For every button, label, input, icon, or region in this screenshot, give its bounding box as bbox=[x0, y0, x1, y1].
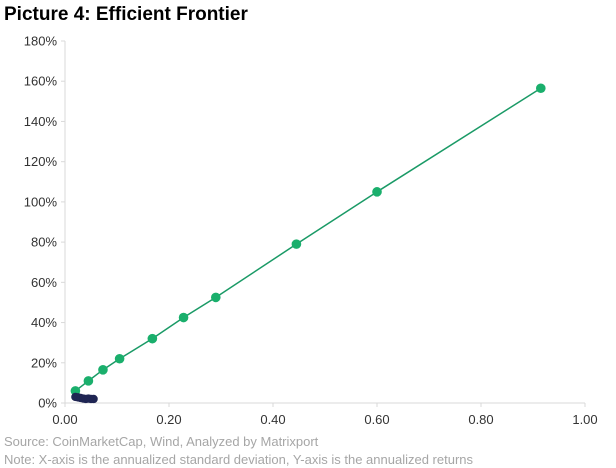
y-tick-label: 20% bbox=[31, 355, 57, 370]
y-tick-label: 80% bbox=[31, 235, 57, 250]
y-tick-label: 160% bbox=[24, 74, 58, 89]
frontier-point bbox=[83, 376, 94, 386]
frontier-series bbox=[70, 83, 546, 396]
frontier-point bbox=[211, 292, 221, 303]
y-tick-label: 100% bbox=[24, 194, 58, 209]
x-tick-label: 0.60 bbox=[364, 412, 389, 427]
y-tick-label: 180% bbox=[24, 34, 58, 49]
frontier-point bbox=[98, 365, 108, 375]
frontier-point bbox=[372, 187, 382, 197]
chart-title: Picture 4: Efficient Frontier bbox=[4, 4, 248, 25]
frontier-point bbox=[114, 353, 125, 364]
y-tick-label: 120% bbox=[24, 154, 58, 169]
chart-axes bbox=[64, 41, 585, 404]
y-tick-label: 140% bbox=[24, 114, 58, 129]
frontier-line bbox=[74, 87, 542, 392]
axis-note: Note: X-axis is the annualized standard … bbox=[4, 452, 474, 467]
y-tick-label: 60% bbox=[31, 275, 57, 290]
series-layer bbox=[70, 83, 546, 404]
y-tick-label: 0% bbox=[38, 396, 57, 411]
x-axis-ticks: 0.00 0.20 0.40 0.60 0.80 1.00 bbox=[52, 403, 598, 427]
x-tick-label: 0.00 bbox=[52, 412, 77, 427]
frontier-point bbox=[178, 312, 189, 323]
x-tick-label: 0.40 bbox=[260, 412, 285, 427]
frontier-point bbox=[147, 333, 158, 344]
y-axis-ticks: 0% 20% 40% 60% 80% 100% 120% 140% 160% 180% bbox=[24, 34, 65, 411]
x-tick-label: 0.20 bbox=[156, 412, 181, 427]
y-tick-label: 40% bbox=[31, 315, 57, 330]
frontier-point bbox=[291, 239, 302, 249]
frontier-point bbox=[536, 83, 546, 94]
cluster-series bbox=[71, 392, 98, 404]
cluster-point bbox=[89, 394, 98, 404]
x-tick-label: 0.80 bbox=[468, 412, 493, 427]
x-tick-label: 1.00 bbox=[572, 412, 597, 427]
source-note: Source: CoinMarketCap, Wind, Analyzed by… bbox=[4, 434, 319, 449]
